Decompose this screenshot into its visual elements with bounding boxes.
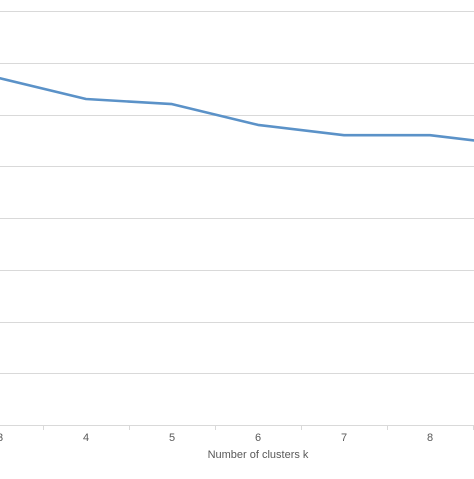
x-tick-label: 4 <box>83 432 89 444</box>
gridlines <box>0 11 474 374</box>
x-tick-label: 8 <box>427 432 433 444</box>
x-tick-label: 6 <box>255 432 261 444</box>
series-line <box>0 77 474 142</box>
x-axis-title: Number of clusters k <box>208 449 309 461</box>
series-group <box>0 77 474 142</box>
x-tick-label: 5 <box>169 432 175 444</box>
x-tick-label: 7 <box>341 432 347 444</box>
x-tick-label: 3 <box>0 432 3 444</box>
x-axis: 3 4 5 6 7 8 <box>0 425 474 444</box>
